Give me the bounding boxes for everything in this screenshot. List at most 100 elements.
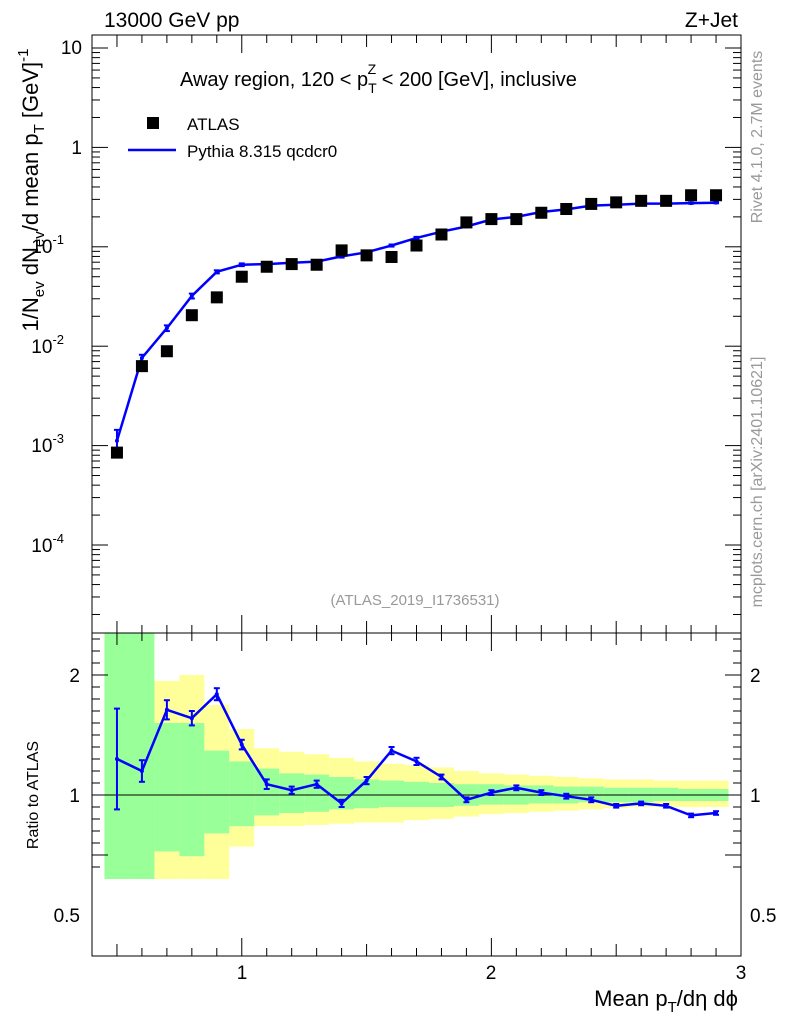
- ytick-label-1e-2: 10-2: [31, 332, 64, 358]
- band-inner-bin: [154, 723, 180, 852]
- ytick-label-1e-1: 10-1: [31, 232, 64, 258]
- band-inner-bin: [653, 787, 679, 801]
- ytick-label-1: 1: [71, 138, 82, 159]
- ratio-point: [164, 707, 169, 712]
- ratio-point: [314, 782, 319, 787]
- mc-point: [239, 262, 244, 267]
- ratio-point: [414, 759, 419, 764]
- data-point: [610, 196, 623, 209]
- data-point: [335, 244, 348, 257]
- ratio-point: [514, 785, 519, 790]
- ratio-point: [189, 716, 194, 721]
- data-point: [185, 309, 198, 322]
- ytick-label-10: 10: [61, 38, 82, 59]
- ratio-axis-ticks: [92, 633, 742, 956]
- ratio-panel: 0.5 1 2 0.5 1 2 Ratio to ATLAS 1 2 3 Mea…: [25, 632, 776, 1016]
- mc-point: [414, 235, 419, 240]
- mc-point: [389, 243, 394, 248]
- mc-point: [114, 438, 119, 443]
- ratio-point: [714, 811, 719, 815]
- header-energy: 13000 GeV pp: [104, 9, 239, 32]
- main-panel: Away region, 120 < pTZ < 200 [GeV], incl…: [15, 34, 742, 634]
- ratio-point: [464, 797, 469, 802]
- data-point: [310, 258, 323, 271]
- mc-point: [189, 293, 194, 298]
- ratio-point: [639, 801, 644, 806]
- data-point: [385, 250, 398, 263]
- data-point: [485, 213, 498, 226]
- data-point: [635, 194, 648, 207]
- data-point: [410, 239, 423, 252]
- ratio-ylabel: Ratio to ATLAS: [25, 741, 42, 849]
- band-inner-bin: [229, 761, 255, 827]
- ratio-point: [539, 790, 544, 795]
- ratio-point: [339, 801, 344, 806]
- ratio-point: [439, 775, 444, 779]
- ratio-point: [689, 813, 694, 818]
- header-process: Z+Jet: [685, 9, 738, 32]
- ratio-ytick-right-1: 1: [750, 786, 761, 807]
- legend-data-marker: [147, 117, 159, 129]
- ratio-ytick-left-1: 1: [69, 786, 80, 807]
- mc-point: [164, 326, 169, 331]
- ytick-label-1e-4: 10-4: [31, 531, 64, 557]
- ytick-label-1e-3: 10-3: [31, 431, 64, 457]
- data-point: [160, 345, 173, 358]
- ratio-ytick-right-2: 2: [750, 666, 761, 687]
- data-point: [110, 446, 123, 459]
- ratio-ytick-left-2: 2: [69, 666, 80, 687]
- ratio-point: [389, 748, 394, 753]
- data-point: [710, 189, 723, 202]
- band-inner-bin: [404, 781, 429, 807]
- band-inner-bin: [129, 633, 155, 879]
- data-point: [285, 258, 298, 271]
- ratio-point: [664, 803, 669, 808]
- ratio-series: [113, 687, 720, 819]
- data-point: [560, 203, 573, 216]
- legend-mc-label: Pythia 8.315 qcdcr0: [187, 142, 337, 161]
- band-inner-bin: [254, 768, 280, 816]
- ratio-ytick-right-0.5: 0.5: [750, 906, 776, 927]
- data-point: [210, 291, 223, 304]
- mc-point: [689, 201, 694, 206]
- mc-point: [214, 269, 219, 274]
- data-point: [660, 194, 673, 207]
- data-point: [685, 189, 698, 202]
- legend-data-label: ATLAS: [187, 115, 240, 134]
- ratio-point: [289, 788, 294, 793]
- data-point: [435, 228, 448, 241]
- mc-series: [113, 200, 720, 457]
- band-inner-bin: [179, 723, 205, 857]
- ratio-point: [139, 769, 144, 773]
- data-point: [235, 270, 248, 283]
- ratio-point: [614, 803, 619, 808]
- data-point: [135, 360, 148, 373]
- data-point: [585, 197, 598, 210]
- ratio-point: [589, 797, 594, 802]
- ratio-uncertainty-bands: [104, 633, 729, 879]
- ratio-point: [264, 782, 269, 787]
- ratio-point: [114, 757, 119, 761]
- data-series: [110, 189, 723, 459]
- plot-title: Away region, 120 < pTZ < 200 [GeV], incl…: [180, 61, 577, 96]
- mcplots-label: mcplots.cern.ch [arXiv:2401.10621]: [749, 357, 766, 608]
- band-inner-bin: [204, 750, 230, 834]
- main-axis-ticks: [92, 35, 742, 633]
- data-point: [260, 260, 273, 273]
- xtick-label-2: 2: [486, 963, 497, 984]
- xaxis-label: Mean pT/dη dϕ: [594, 986, 738, 1016]
- ratio-point: [489, 790, 494, 795]
- rivet-label: Rivet 4.1.0, 2.7M events: [749, 51, 766, 224]
- data-point: [360, 249, 373, 262]
- ratio-point: [364, 778, 369, 783]
- xtick-label-3: 3: [736, 963, 747, 984]
- ratio-point: [564, 794, 569, 799]
- main-ylabel: 1/Nev dNev/d mean pT [GeV]-1: [15, 49, 48, 332]
- ratio-ytick-left-0.5: 0.5: [54, 906, 80, 927]
- data-point: [535, 206, 548, 219]
- ratio-point: [239, 742, 244, 747]
- data-point: [460, 216, 473, 229]
- data-point: [510, 213, 523, 226]
- xtick-label-1: 1: [237, 963, 248, 984]
